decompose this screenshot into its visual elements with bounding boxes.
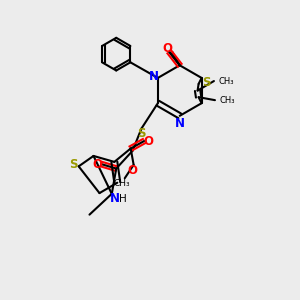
Text: O: O (163, 42, 173, 56)
Text: H: H (119, 194, 127, 204)
Text: O: O (92, 158, 102, 171)
Text: N: N (110, 192, 120, 205)
Text: CH₃: CH₃ (219, 96, 235, 105)
Text: S: S (69, 158, 78, 171)
Text: CH₃: CH₃ (113, 179, 130, 188)
Text: O: O (127, 164, 137, 177)
Text: CH₃: CH₃ (218, 76, 234, 85)
Text: O: O (143, 135, 154, 148)
Text: S: S (202, 76, 210, 89)
Text: N: N (175, 117, 185, 130)
Text: S: S (137, 127, 146, 140)
Text: N: N (148, 70, 158, 83)
